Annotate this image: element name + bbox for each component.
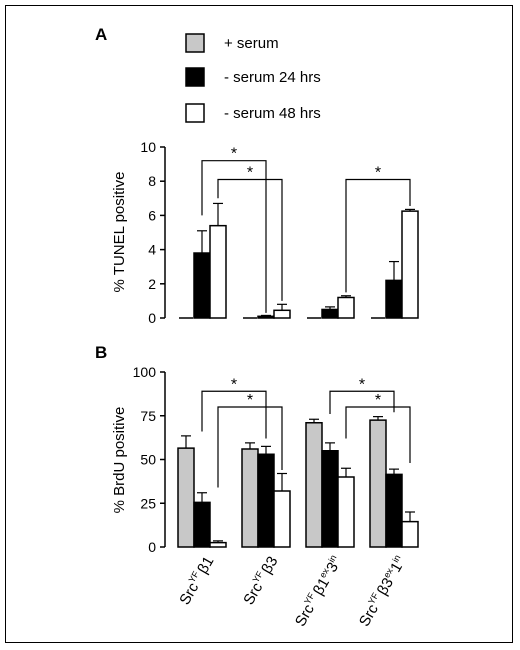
bar-2-0 bbox=[209, 224, 227, 319]
y-tick-label: 6 bbox=[148, 207, 156, 223]
legend-swatch-0 bbox=[185, 33, 205, 53]
significance-star-1: * bbox=[247, 164, 253, 181]
bar-0-3 bbox=[369, 419, 387, 548]
x-category-label-0: SrcYFβ1 bbox=[175, 553, 217, 608]
legend: + serum - serum 24 hrs - serum 48 hrs bbox=[185, 33, 321, 123]
x-category-label-3: SrcYFβ3ex1in bbox=[355, 553, 410, 629]
bar-2-1 bbox=[273, 309, 291, 319]
significance-star-2: * bbox=[375, 164, 381, 181]
bar-1-2 bbox=[321, 308, 339, 319]
y-tick-label: 25 bbox=[140, 495, 156, 511]
significance-bracket-0 bbox=[201, 390, 267, 439]
bar-1-3 bbox=[385, 279, 403, 319]
bar-2-1 bbox=[273, 490, 291, 548]
y-tick-label: 0 bbox=[148, 310, 156, 326]
bar-2-2 bbox=[337, 476, 355, 548]
bar-1-1 bbox=[257, 453, 275, 548]
y-tick-label: 10 bbox=[140, 139, 156, 155]
brdu-chart: 0 25 50 75 100 % BrdU positive * * * * bbox=[111, 364, 419, 555]
significance-star-1: * bbox=[247, 392, 253, 409]
y-tick-label: 2 bbox=[148, 276, 156, 292]
significance-bracket-0 bbox=[201, 160, 267, 313]
bar-0-0 bbox=[177, 447, 195, 548]
y-tick-label: 8 bbox=[148, 173, 156, 189]
bar-1-1 bbox=[257, 315, 275, 319]
legend-swatch-1 bbox=[185, 67, 205, 87]
legend-label-2: - serum 48 hrs bbox=[224, 105, 321, 122]
x-category-label-1: SrcYFβ3 bbox=[239, 553, 281, 608]
bar-1-3 bbox=[385, 473, 403, 548]
bar-1-2 bbox=[321, 450, 339, 548]
bar-1-0 bbox=[193, 252, 211, 319]
bar-2-3 bbox=[401, 210, 419, 319]
significance-star-2: * bbox=[359, 376, 365, 393]
y-tick-label: 100 bbox=[133, 364, 157, 380]
significance-bracket-3 bbox=[345, 406, 411, 463]
x-category-label-2: SrcYFβ1ex3in bbox=[291, 553, 346, 629]
y-tick-label: 4 bbox=[148, 242, 156, 258]
significance-bracket-1 bbox=[217, 178, 283, 301]
y-tick-label: 75 bbox=[140, 408, 156, 424]
y-tick-label: 0 bbox=[148, 539, 156, 555]
significance-bracket-1 bbox=[217, 406, 283, 488]
significance-star-0: * bbox=[231, 376, 237, 393]
y-axis-title: % BrdU positive bbox=[111, 407, 128, 514]
bar-0-2 bbox=[305, 422, 323, 548]
tunel-chart: 0 2 4 6 8 10 % TUNEL positive * * * bbox=[111, 139, 419, 326]
panel-label-a: A bbox=[95, 25, 107, 44]
significance-star-3: * bbox=[375, 392, 381, 409]
y-tick-label: 50 bbox=[140, 452, 156, 468]
significance-star-0: * bbox=[231, 146, 237, 163]
legend-label-0: + serum bbox=[224, 35, 279, 52]
bar-1-0 bbox=[193, 501, 211, 548]
bar-0-1 bbox=[241, 448, 259, 548]
legend-swatch-2 bbox=[185, 103, 205, 123]
bar-2-2 bbox=[337, 296, 355, 319]
significance-bracket-2 bbox=[345, 178, 411, 293]
legend-label-1: - serum 24 hrs bbox=[224, 69, 321, 86]
panel-label-b: B bbox=[95, 343, 107, 362]
significance-bracket-2 bbox=[329, 390, 395, 414]
bar-2-0 bbox=[209, 541, 227, 548]
bar-2-3 bbox=[401, 520, 419, 548]
y-axis-title: % TUNEL positive bbox=[111, 172, 128, 293]
